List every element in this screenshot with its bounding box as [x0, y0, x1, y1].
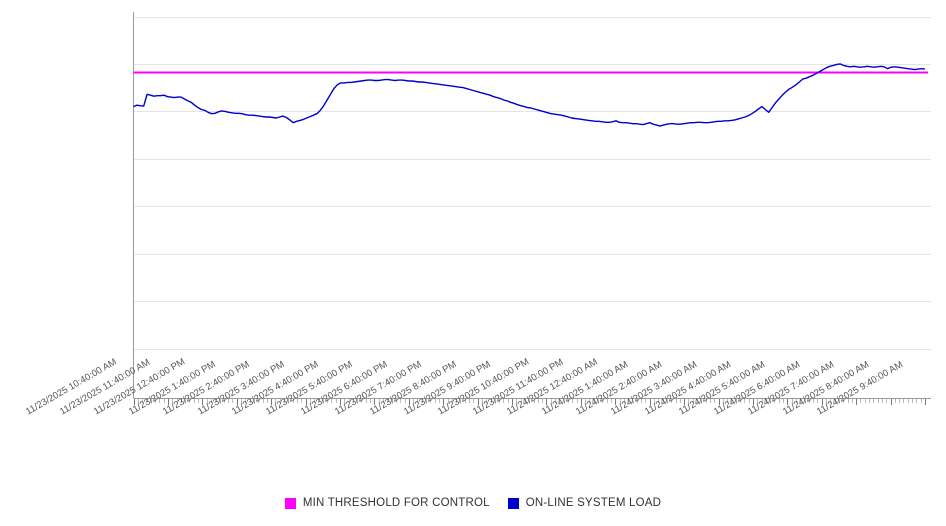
legend-swatch-min-threshold [284, 497, 296, 509]
gridlines [133, 17, 931, 350]
chart-legend: MIN THRESHOLD FOR CONTROL ON-LINE SYSTEM… [0, 497, 946, 509]
legend-label-min-threshold: MIN THRESHOLD FOR CONTROL [302, 497, 490, 509]
legend-label-online-system-load: ON-LINE SYSTEM LOAD [525, 497, 662, 509]
online-system-load-series [133, 63, 926, 127]
legend-swatch-online-system-load [507, 497, 519, 509]
axis-ticks [134, 399, 926, 405]
legend-item-online-system-load[interactable]: ON-LINE SYSTEM LOAD [507, 497, 662, 509]
legend-item-min-threshold[interactable]: MIN THRESHOLD FOR CONTROL [284, 497, 490, 509]
